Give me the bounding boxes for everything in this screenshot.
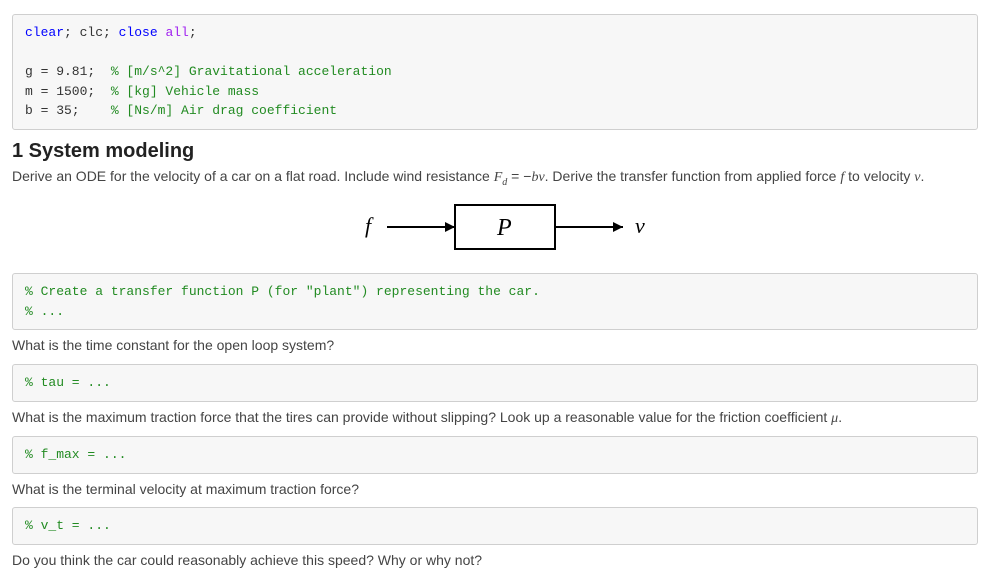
- question-time-constant: What is the time constant for the open l…: [12, 336, 978, 356]
- question-traction-b: .: [838, 409, 842, 425]
- code-block-tau: % tau = ...: [12, 364, 978, 402]
- section-intro: Derive an ODE for the velocity of a car …: [12, 167, 978, 190]
- intro-text-a: Derive an ODE for the velocity of a car …: [12, 168, 494, 184]
- block-diagram-svg: f P v: [315, 199, 675, 259]
- var-Fd-base: F: [494, 170, 503, 185]
- diagram-arrowhead-in: [445, 222, 455, 232]
- question-traction: What is the maximum traction force that …: [12, 408, 978, 429]
- code-block-setup: clear; clc; close all; g = 9.81; % [m/s^…: [12, 14, 978, 130]
- diagram-box-label: P: [496, 215, 512, 241]
- question-terminal-velocity: What is the terminal velocity at maximum…: [12, 480, 978, 500]
- code-block-vt: % v_t = ...: [12, 507, 978, 545]
- diagram-arrowhead-out: [613, 222, 623, 232]
- diagram-v-label: v: [635, 213, 645, 238]
- var-Fd: Fd: [494, 170, 508, 185]
- code-block-plant: % Create a transfer function P (for "pla…: [12, 273, 978, 330]
- question-reasonable: Do you think the car could reasonably ac…: [12, 551, 978, 571]
- block-diagram: f P v: [12, 199, 978, 259]
- intro-text-end: .: [921, 168, 925, 184]
- intro-text-c: to velocity: [844, 168, 914, 184]
- diagram-f-label: f: [365, 213, 374, 238]
- intro-text-mid: . Derive the transfer function from appl…: [545, 168, 841, 184]
- question-traction-a: What is the maximum traction force that …: [12, 409, 831, 425]
- code-block-fmax: % f_max = ...: [12, 436, 978, 474]
- intro-eq: = −: [507, 168, 531, 184]
- section-title: 1 System modeling: [12, 140, 978, 163]
